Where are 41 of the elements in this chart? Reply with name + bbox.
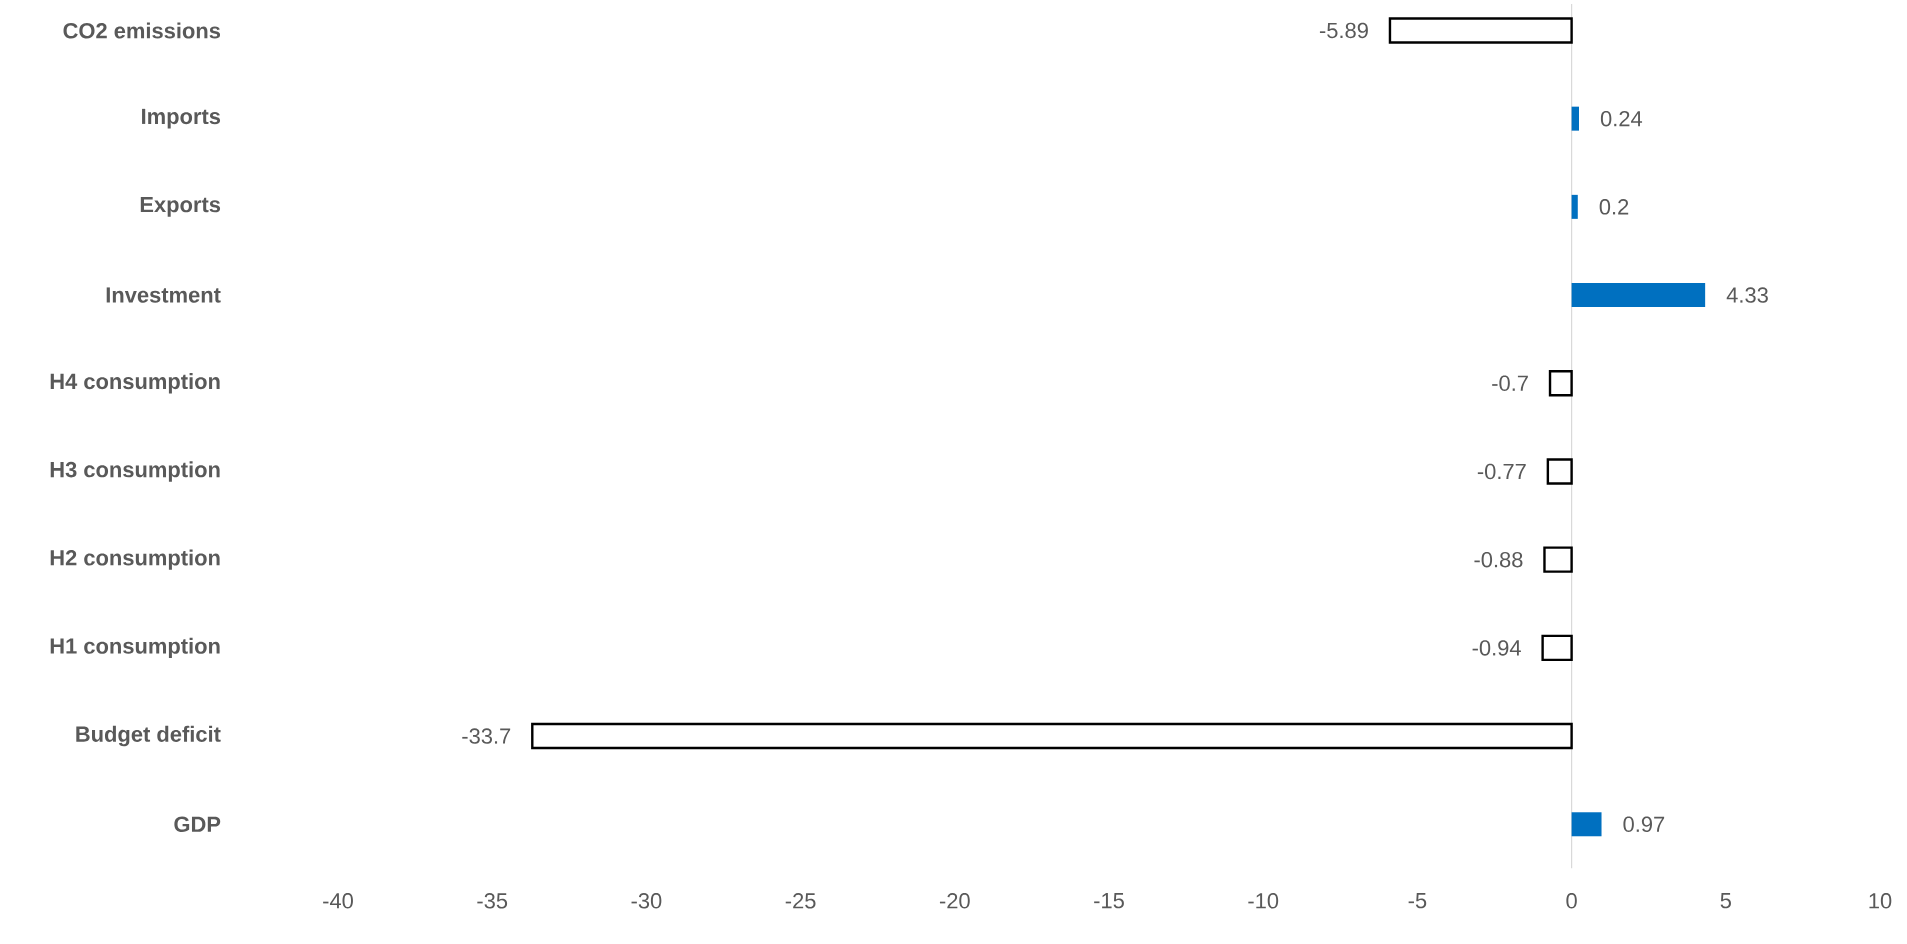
data-label: -33.7: [462, 728, 511, 744]
data-label: -0.88: [1474, 551, 1523, 568]
bar: [1541, 634, 1573, 662]
bar: [1571, 194, 1578, 219]
bar: [1571, 106, 1580, 131]
y-tick-label: H1 consumption: [50, 637, 220, 659]
y-tick-label: GDP: [174, 816, 221, 833]
y-tick-label: H4 consumption: [50, 373, 220, 394]
y-tick-label: CO2 emissions: [63, 22, 221, 39]
data-label: -5.89: [1319, 22, 1368, 39]
bar: [1571, 283, 1706, 308]
bar: [1571, 812, 1602, 837]
x-tick-label: -15: [1094, 893, 1124, 909]
data-label: 0.24: [1600, 110, 1643, 127]
x-tick-label: -30: [631, 893, 662, 909]
x-tick-label: 0: [1566, 893, 1577, 909]
x-tick-label: -40: [323, 893, 353, 909]
y-tick-label: Investment: [106, 287, 221, 303]
y-tick-label: H3 consumption: [50, 461, 220, 482]
x-tick-label: -35: [477, 893, 508, 909]
x-tick-label: -20: [939, 893, 970, 909]
bar: [1388, 17, 1573, 44]
data-label: -0.94: [1472, 640, 1521, 656]
data-label: 0.97: [1623, 816, 1665, 833]
data-label: -0.77: [1477, 463, 1526, 480]
x-tick-label: 5: [1720, 893, 1731, 909]
data-label: 0.2: [1599, 199, 1629, 215]
data-label: -0.7: [1492, 375, 1528, 392]
data-label: 4.33: [1726, 287, 1768, 303]
y-tick-label: Budget deficit: [76, 725, 221, 747]
x-tick-label: -25: [785, 893, 816, 909]
x-tick-label: -10: [1248, 893, 1279, 909]
x-tick-label: 10: [1869, 893, 1892, 909]
y-tick-label: H2 consumption: [50, 549, 220, 570]
x-tick-label: -5: [1408, 893, 1427, 909]
bar: [1546, 458, 1573, 485]
y-tick-label: Imports: [142, 108, 221, 129]
y-tick-label: Exports: [140, 197, 221, 217]
bar: [531, 722, 1573, 750]
bar: [1548, 370, 1573, 397]
bar: [1543, 546, 1573, 573]
